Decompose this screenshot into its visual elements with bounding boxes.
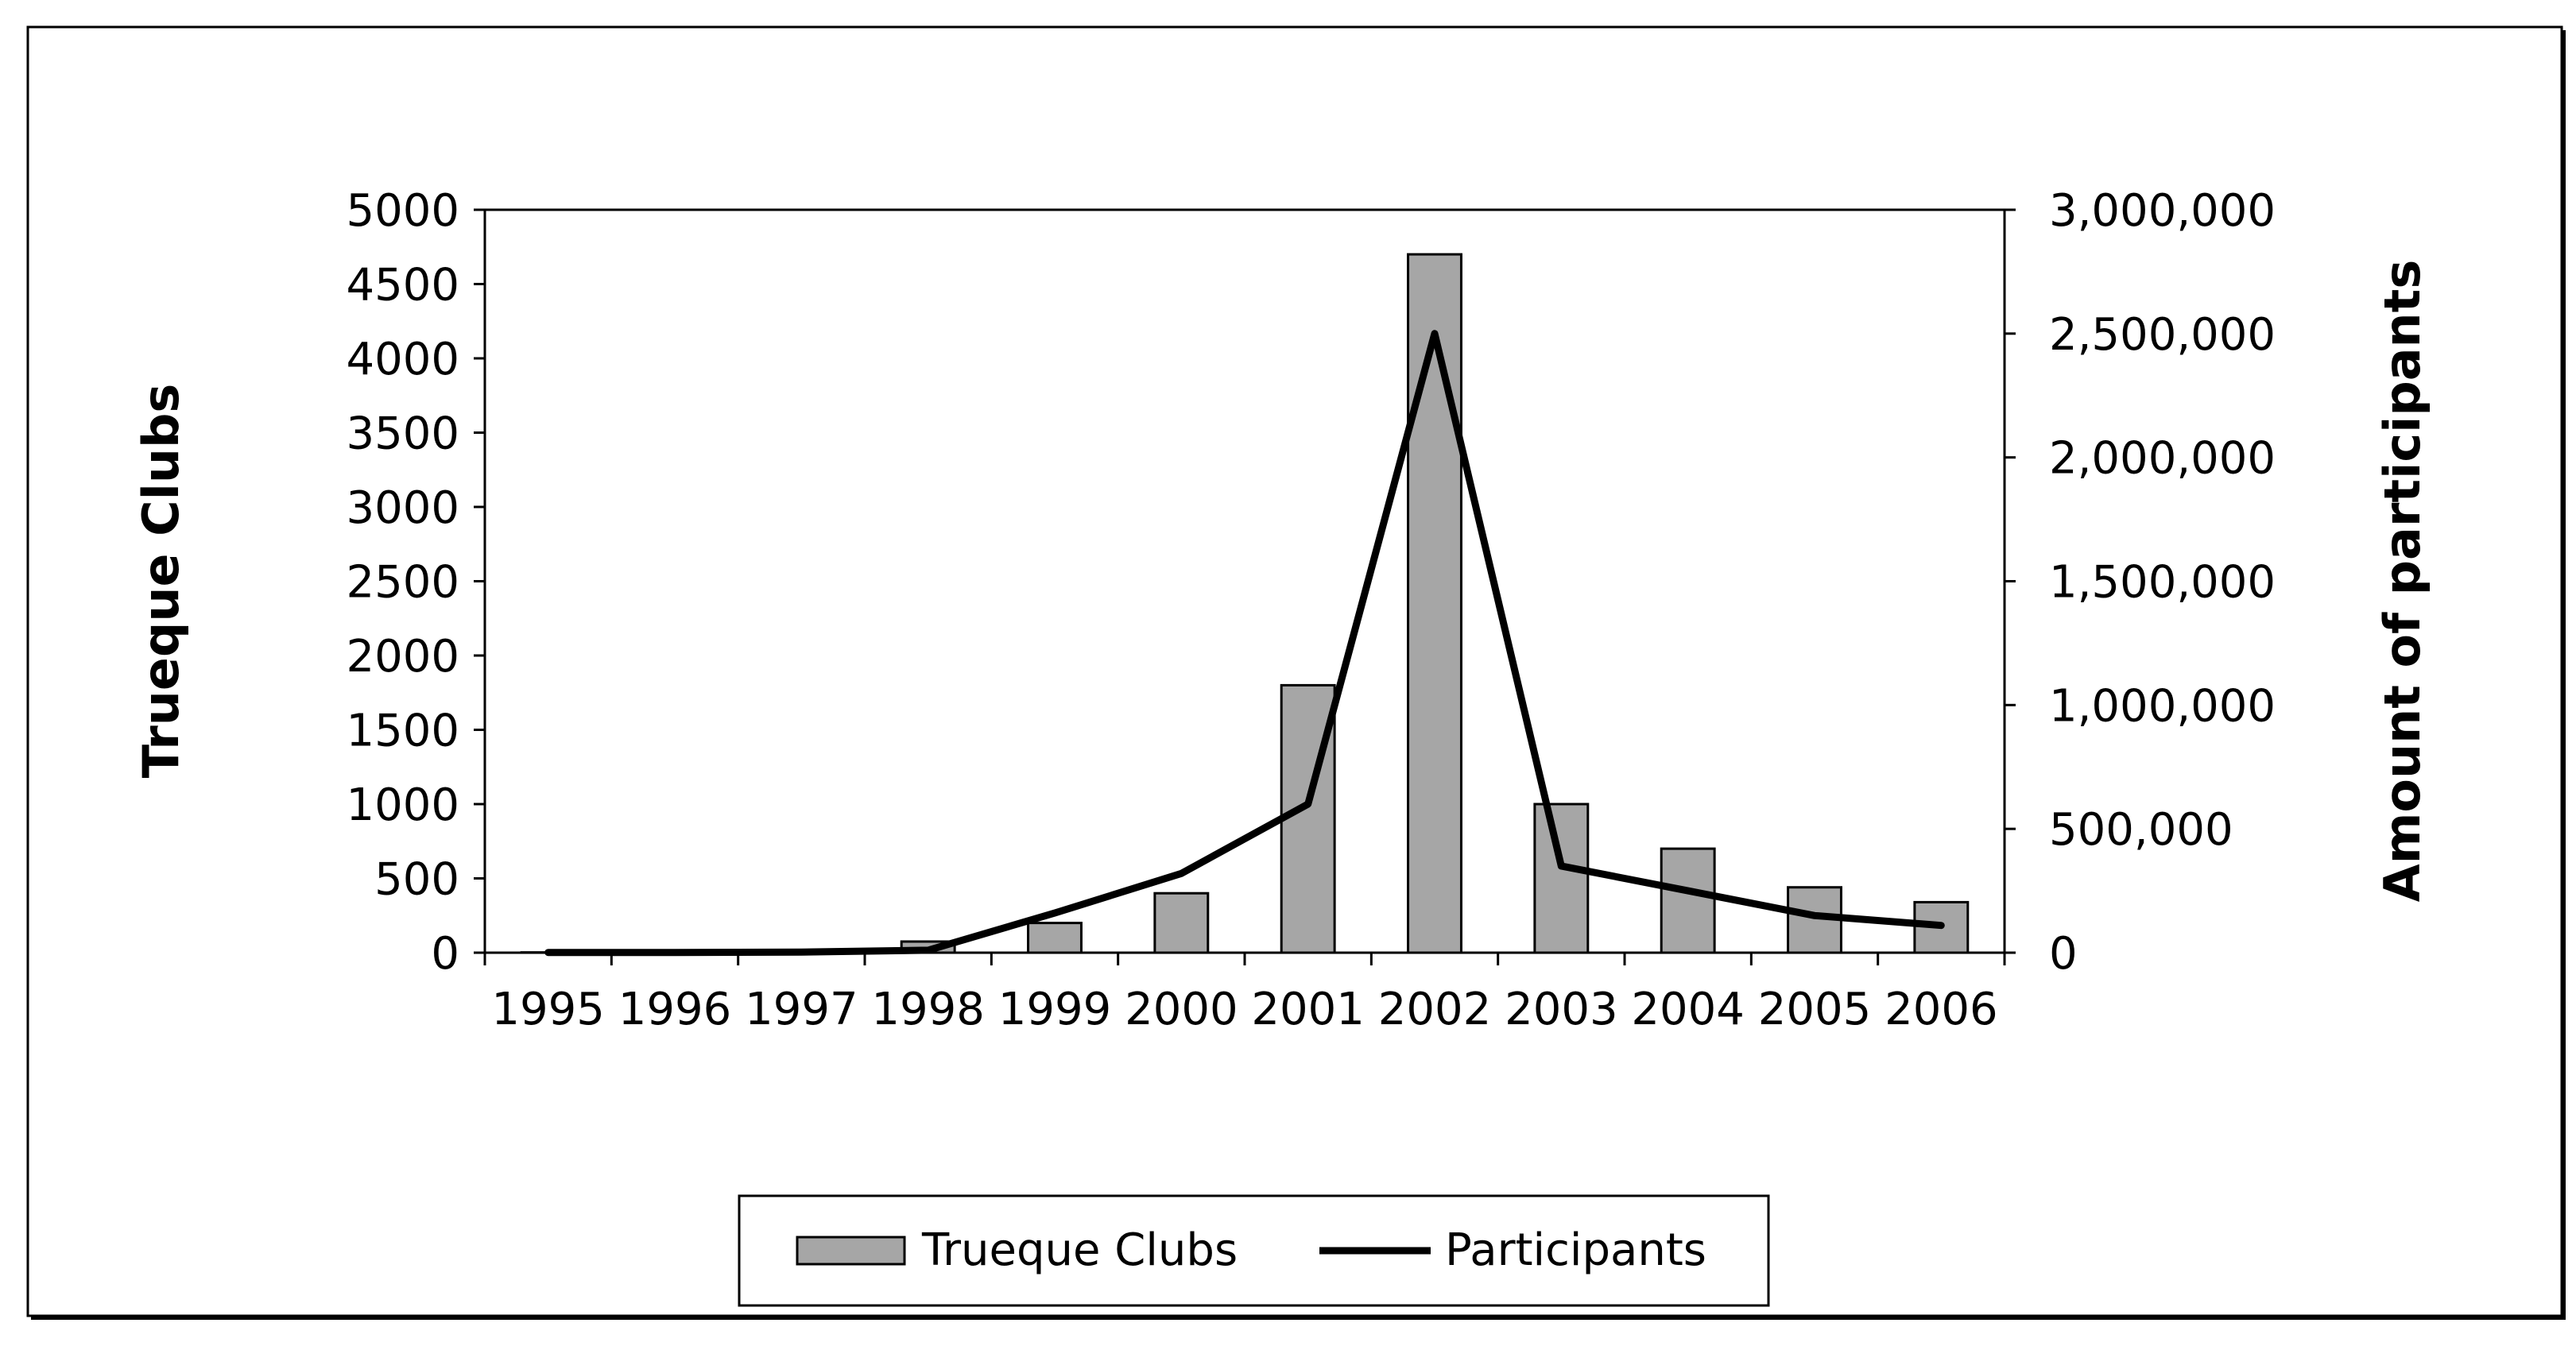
legend: Trueque Clubs Participants <box>738 1194 1770 1307</box>
x-tick-label: 2002 <box>1378 984 1492 1035</box>
right-axis-ticks: 0 500,000 1,000,000 1,500,000 2,000,000 2,500… <box>2005 185 2276 980</box>
x-tick-label: 1997 <box>745 984 858 1035</box>
x-axis-ticks: 1995 1996 1997 1998 1999 2000 2001 2002 2003 2004… <box>483 953 2006 1035</box>
bar-series <box>520 253 1970 954</box>
x-tick-label: 1999 <box>998 984 1112 1035</box>
x-tick-label: 2003 <box>1505 984 1618 1035</box>
left-tick-label: 1000 <box>346 779 459 831</box>
bar-2004 <box>1660 847 1716 954</box>
right-tick-label: 2,500,000 <box>2049 309 2276 361</box>
left-tick-label: 2000 <box>346 631 459 683</box>
bar-2002 <box>1407 253 1462 954</box>
bar-2003 <box>1533 803 1590 954</box>
legend-bar-swatch <box>796 1236 906 1266</box>
bar-1999 <box>1027 922 1083 954</box>
x-tick-label: 2006 <box>1885 984 1998 1035</box>
left-tick-label: 5000 <box>346 185 459 237</box>
chart-area-shadow-bottom <box>31 1316 2566 1320</box>
line-series <box>544 330 1945 957</box>
chart-area-border <box>26 25 2563 1317</box>
left-tick-label: 3500 <box>346 408 459 460</box>
bar-2001 <box>1280 683 1336 954</box>
legend-box <box>738 1194 1770 1307</box>
left-tick-label: 3000 <box>346 482 459 534</box>
left-axis-ticks: 0 500 1000 1500 2000 2500 3000 3500 4000 4500 5000 <box>346 185 485 980</box>
legend-label-trueque-clubs: Trueque Clubs <box>921 1224 1238 1276</box>
left-tick-label: 4500 <box>346 260 459 311</box>
legend-label-participants: Participants <box>1445 1224 1706 1276</box>
y2-axis-title: Amount of participants <box>2373 260 2431 902</box>
right-tick-label: 3,000,000 <box>2049 185 2276 237</box>
x-tick-label: 2000 <box>1125 984 1238 1035</box>
right-tick-label: 1,500,000 <box>2049 557 2276 609</box>
left-tick-label: 0 <box>431 928 459 980</box>
left-tick-label: 1500 <box>346 706 459 757</box>
x-tick-label: 1995 <box>491 984 605 1035</box>
x-tick-label: 2001 <box>1251 984 1365 1035</box>
right-tick-label: 500,000 <box>2049 804 2233 856</box>
x-tick-label: 2004 <box>1631 984 1745 1035</box>
left-tick-label: 4000 <box>346 334 459 385</box>
bar-2000 <box>1153 892 1210 954</box>
x-tick-label: 1996 <box>618 984 732 1035</box>
x-tick-label: 2005 <box>1758 984 1872 1035</box>
right-tick-label: 2,000,000 <box>2049 433 2276 485</box>
right-tick-label: 0 <box>2049 928 2078 980</box>
left-tick-label: 500 <box>374 854 459 906</box>
left-tick-label: 2500 <box>346 557 459 609</box>
chart-area-shadow-right <box>2562 30 2566 1319</box>
right-tick-label: 1,000,000 <box>2049 680 2276 732</box>
x-tick-label: 1998 <box>871 984 985 1035</box>
participants-line <box>544 330 1945 957</box>
y-axis-title: Trueque Clubs <box>132 384 190 779</box>
